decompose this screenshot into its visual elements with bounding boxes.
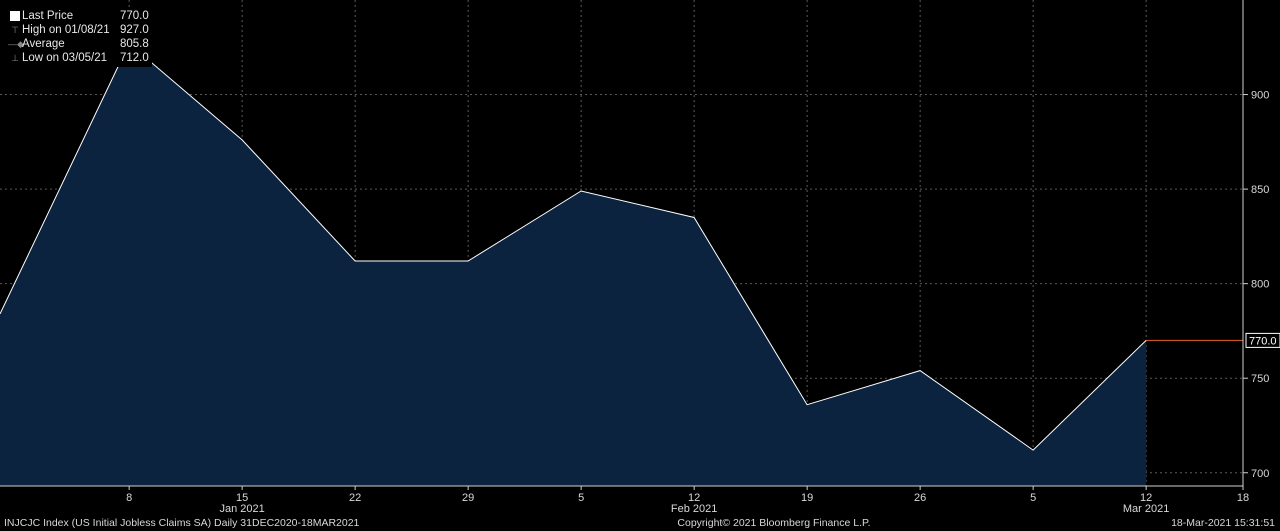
x-tick-label: 5	[1030, 492, 1036, 504]
legend: Last Price 770.0 ⊤ High on 01/08/21 927.…	[6, 8, 152, 67]
legend-value: 770.0	[120, 10, 149, 22]
last-price-tag-label: 770.0	[1249, 335, 1277, 347]
legend-value: 927.0	[120, 24, 149, 36]
legend-value: 805.8	[120, 38, 149, 50]
x-tick-label: 12	[688, 492, 700, 504]
x-tick-label: 26	[914, 492, 926, 504]
average-marker-icon: —◆	[8, 39, 24, 49]
month-label: Mar 2021	[1123, 503, 1169, 515]
legend-label: Low on 03/05/21	[22, 52, 108, 64]
x-tick-label: 22	[349, 492, 361, 504]
x-tick-label: 19	[801, 492, 813, 504]
y-tick-label: 800	[1251, 279, 1269, 291]
high-marker-icon: ⊤	[11, 25, 19, 35]
series-area	[0, 43, 1147, 486]
month-label: Feb 2021	[671, 503, 717, 515]
x-tick-label: 5	[578, 492, 584, 504]
legend-item-average: —◆ Average 805.8	[8, 37, 149, 51]
y-tick-label: 700	[1251, 468, 1269, 480]
x-tick-label: 18	[1237, 492, 1249, 504]
x-tick-label: 8	[126, 492, 132, 504]
legend-value: 712.0	[120, 52, 149, 64]
last-price-tag	[1245, 332, 1280, 348]
legend-label: High on 01/08/21	[22, 24, 110, 36]
month-label: Jan 2021	[220, 503, 265, 515]
legend-item-low: ⊥ Low on 03/05/21 712.0	[8, 51, 149, 65]
legend-item-high: ⊤ High on 01/08/21 927.0	[8, 23, 149, 37]
timestamp: 18-Mar-2021 15:31:51	[1171, 517, 1275, 529]
x-tick-label: 29	[462, 492, 474, 504]
y-tick-label: 850	[1251, 184, 1269, 196]
series-line	[0, 42, 1147, 451]
last-price-swatch-icon	[10, 11, 20, 21]
legend-item-last-price: Last Price 770.0	[8, 9, 149, 23]
x-tick-label: 12	[1140, 492, 1152, 504]
copyright-text: Copyright© 2021 Bloomberg Finance L.P.	[677, 517, 871, 529]
legend-label: Average	[22, 38, 65, 50]
y-tick-label: 900	[1251, 90, 1269, 102]
x-tick-label: 15	[236, 492, 248, 504]
legend-label: Last Price	[22, 10, 74, 22]
y-tick-label: 750	[1251, 373, 1269, 385]
low-marker-icon: ⊥	[11, 53, 19, 63]
security-description: INJCJC Index (US Initial Jobless Claims …	[4, 517, 360, 529]
